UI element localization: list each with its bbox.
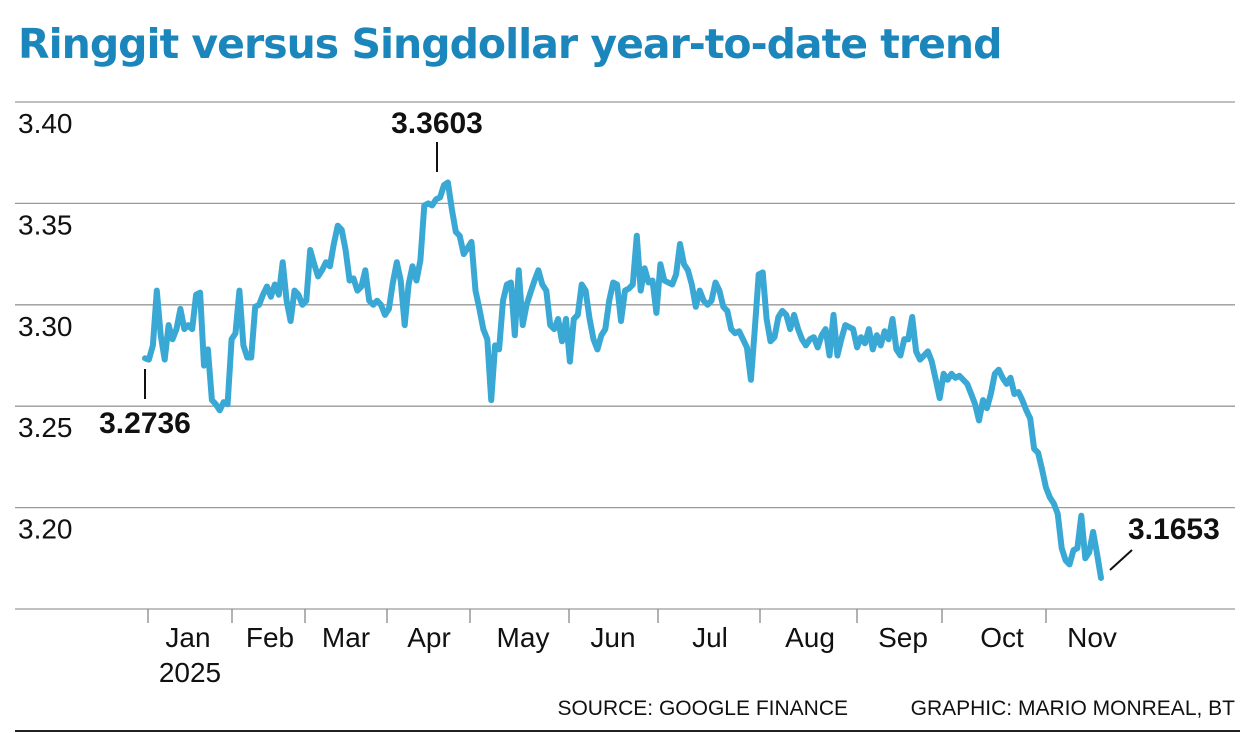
source-credit: SOURCE: GOOGLE FINANCE	[557, 697, 848, 720]
gridlines	[15, 101, 1235, 610]
chart-title: Ringgit versus Singdollar year-to-date t…	[18, 20, 1001, 68]
peak-annotation: 3.3603	[391, 107, 483, 140]
x-tick-label: Mar	[322, 622, 370, 653]
series-line	[142, 179, 1104, 581]
y-tick-label: 3.40	[18, 108, 73, 139]
y-tick-label: 3.35	[18, 209, 73, 240]
graphic-credit: GRAPHIC: MARIO MONREAL, BT	[911, 697, 1236, 720]
y-tick-label: 3.30	[18, 311, 73, 342]
x-tick-label: Aug	[785, 622, 835, 653]
x-axis-ticks: Jan Feb Mar Apr May Jun Jul Aug Sep Oct Nov	[147, 609, 1117, 653]
x-tick-label: Sep	[878, 622, 928, 653]
x-tick-label: Apr	[407, 622, 451, 653]
start-annotation: 3.2736	[99, 407, 191, 440]
x-tick-label: May	[497, 622, 550, 653]
x-tick-label: Oct	[980, 622, 1024, 653]
y-axis-ticks: 3.40 3.35 3.30 3.25 3.20	[18, 108, 73, 545]
x-year-label: 2025	[159, 657, 221, 688]
x-tick-label: Jul	[692, 622, 728, 653]
x-tick-label: Jan	[165, 622, 210, 653]
x-tick-label: Jun	[590, 622, 635, 653]
end-leader	[1109, 549, 1133, 571]
y-tick-label: 3.25	[18, 412, 73, 443]
x-tick-label: Feb	[246, 622, 294, 653]
x-tick-label: Nov	[1067, 622, 1117, 653]
y-tick-label: 3.20	[18, 514, 73, 545]
end-annotation: 3.1653	[1128, 513, 1220, 546]
